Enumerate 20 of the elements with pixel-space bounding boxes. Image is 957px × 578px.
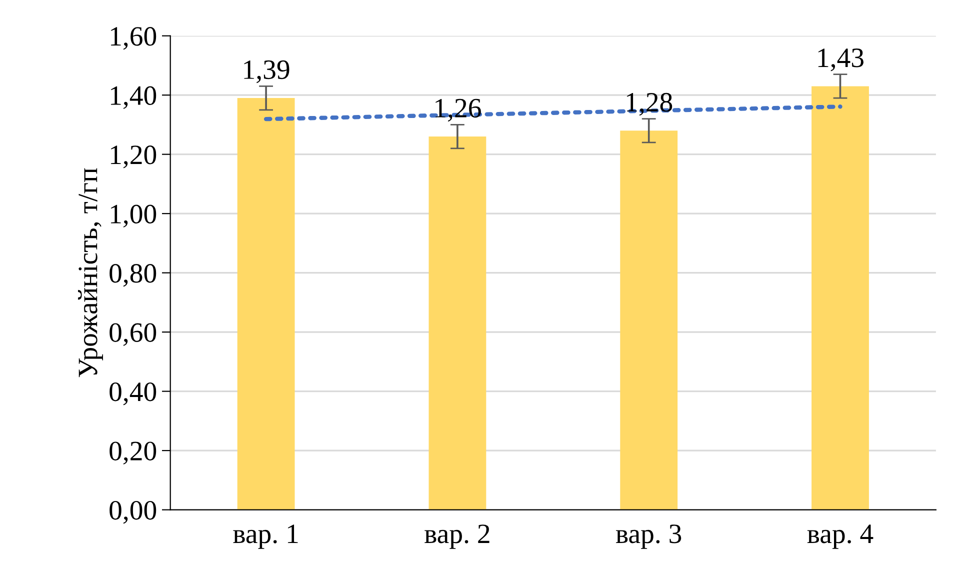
y-tick-label: 1,40 [110, 86, 156, 109]
y-tick-label: 0,00 [110, 500, 156, 524]
y-tick-label: 0,20 [110, 442, 156, 464]
y-tick-label: 0,60 [110, 323, 156, 346]
bar [237, 98, 295, 510]
data-label: 1,43 [818, 48, 864, 72]
y-tick-label: 0,40 [110, 382, 156, 406]
y-tick-label: 1,00 [110, 204, 156, 228]
bar [620, 130, 678, 510]
y-axis-title: Урожайність, т/гп [78, 168, 103, 378]
x-tick-label: вар. 4 [807, 524, 874, 549]
data-label: 1,39 [244, 60, 290, 84]
x-tick-label: вар. 2 [424, 524, 490, 549]
x-tick-label: вар. 1 [233, 524, 298, 549]
x-tick-label: вар. 3 [616, 524, 682, 549]
y-tick-label: 0,80 [110, 264, 156, 287]
bar [812, 86, 869, 510]
bar [428, 136, 486, 510]
y-tick-label: 1,60 [110, 27, 156, 50]
y-tick-label: 1,20 [110, 145, 156, 168]
